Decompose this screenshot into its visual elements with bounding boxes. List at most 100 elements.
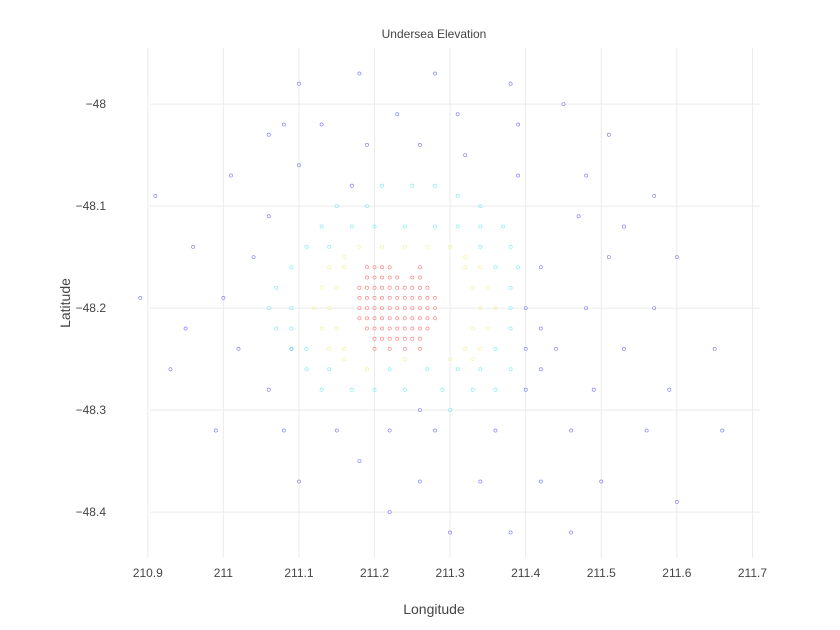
data-point bbox=[380, 336, 384, 341]
x-tick-label: 211.3 bbox=[436, 566, 465, 580]
data-point bbox=[365, 367, 369, 372]
data-point bbox=[470, 285, 475, 290]
data-point bbox=[372, 275, 377, 280]
data-point bbox=[455, 193, 460, 198]
data-point bbox=[297, 163, 301, 168]
data-point bbox=[425, 306, 430, 311]
data-point bbox=[455, 112, 460, 117]
data-point bbox=[357, 306, 362, 311]
data-point bbox=[342, 265, 347, 270]
data-point bbox=[674, 499, 679, 504]
data-point bbox=[380, 244, 384, 249]
data-point bbox=[395, 316, 400, 321]
data-point bbox=[402, 285, 407, 290]
data-point bbox=[448, 244, 453, 249]
data-point bbox=[334, 285, 339, 290]
data-point bbox=[493, 428, 498, 433]
data-point bbox=[357, 316, 362, 321]
data-point bbox=[417, 265, 422, 270]
data-point bbox=[478, 244, 483, 249]
data-point bbox=[387, 285, 392, 290]
data-point bbox=[478, 367, 483, 372]
y-tick-label: −48.2 bbox=[76, 301, 107, 315]
data-point bbox=[365, 295, 369, 300]
data-point bbox=[380, 306, 384, 311]
data-point bbox=[508, 326, 513, 331]
data-point bbox=[561, 102, 566, 107]
data-point bbox=[297, 479, 301, 484]
data-point bbox=[410, 306, 415, 311]
data-point bbox=[501, 224, 505, 229]
data-point bbox=[478, 306, 483, 311]
data-point bbox=[402, 316, 407, 321]
data-point bbox=[425, 367, 430, 372]
data-point bbox=[463, 346, 468, 351]
data-point bbox=[433, 224, 437, 229]
data-point bbox=[410, 336, 415, 341]
data-point bbox=[327, 367, 332, 372]
data-point bbox=[365, 306, 369, 311]
data-point bbox=[251, 255, 256, 260]
data-point bbox=[433, 306, 437, 311]
data-point bbox=[297, 81, 301, 86]
data-point bbox=[493, 346, 498, 351]
data-point bbox=[153, 193, 158, 198]
data-point bbox=[357, 244, 362, 249]
data-point bbox=[236, 346, 241, 351]
data-point bbox=[410, 295, 415, 300]
data-point bbox=[334, 326, 339, 331]
data-point bbox=[508, 285, 513, 290]
data-point bbox=[402, 387, 407, 392]
data-point bbox=[327, 346, 332, 351]
data-point bbox=[168, 367, 173, 372]
data-point bbox=[387, 428, 392, 433]
data-point bbox=[554, 346, 558, 351]
data-point bbox=[584, 173, 589, 178]
data-point bbox=[440, 387, 445, 392]
data-point bbox=[622, 224, 626, 229]
data-point bbox=[380, 326, 384, 331]
data-point bbox=[470, 357, 475, 362]
x-tick-label: 211.7 bbox=[738, 566, 767, 580]
data-point bbox=[395, 326, 400, 331]
data-point bbox=[486, 285, 490, 290]
data-point bbox=[289, 326, 294, 331]
x-tick-label: 211 bbox=[214, 566, 233, 580]
data-point bbox=[410, 285, 415, 290]
data-point bbox=[221, 295, 226, 300]
data-point bbox=[463, 153, 468, 158]
data-point bbox=[281, 428, 286, 433]
data-point bbox=[606, 255, 611, 260]
data-point bbox=[380, 275, 384, 280]
y-axis-label: Latitude bbox=[57, 278, 73, 328]
data-point bbox=[538, 265, 543, 270]
data-point bbox=[478, 204, 483, 209]
data-point bbox=[516, 173, 521, 178]
data-point bbox=[327, 244, 332, 249]
data-point bbox=[387, 316, 392, 321]
data-point bbox=[274, 326, 279, 331]
data-point bbox=[274, 285, 279, 290]
data-points bbox=[138, 71, 725, 535]
data-point bbox=[365, 326, 369, 331]
data-point bbox=[183, 326, 188, 331]
data-point bbox=[365, 285, 369, 290]
data-point bbox=[365, 142, 369, 147]
data-point bbox=[266, 306, 271, 311]
data-point bbox=[372, 387, 377, 392]
data-point bbox=[387, 346, 392, 351]
data-point bbox=[569, 530, 573, 535]
data-point bbox=[606, 132, 611, 137]
data-point bbox=[410, 275, 415, 280]
data-point bbox=[478, 224, 483, 229]
x-tick-label: 211.5 bbox=[587, 566, 616, 580]
data-point bbox=[569, 428, 573, 433]
data-point bbox=[319, 285, 324, 290]
data-point bbox=[365, 204, 369, 209]
x-tick-label: 211.2 bbox=[360, 566, 389, 580]
data-point bbox=[213, 428, 218, 433]
data-point bbox=[319, 224, 324, 229]
data-point bbox=[281, 122, 286, 127]
x-tick-label: 210.9 bbox=[133, 566, 163, 580]
